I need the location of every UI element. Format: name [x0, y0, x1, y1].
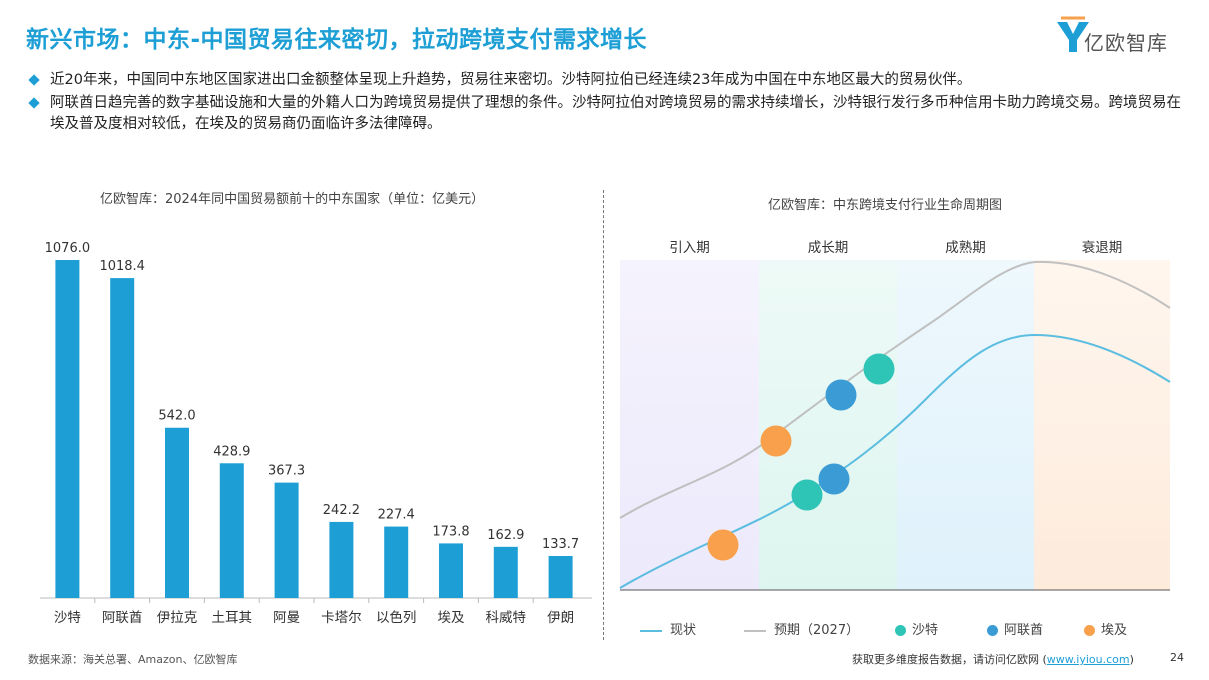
legend-egypt-swatch: [1084, 625, 1095, 636]
legend-uae: 阿联酋: [987, 619, 1043, 638]
chart-divider: [603, 190, 604, 640]
bar: [165, 427, 189, 598]
bullet-item: 近20年来，中国同中东地区国家进出口金额整体呈现上升趋势，贸易往来密切。沙特阿拉…: [28, 70, 1188, 91]
lifecycle-chart-title: 亿欧智库：中东跨境支付行业生命周期图: [768, 198, 1003, 213]
legend-current: 现状: [640, 619, 696, 638]
bar: [274, 482, 299, 598]
bar-value-label: 542.0: [158, 409, 195, 424]
phase-band: [759, 260, 897, 590]
category-label: 伊朗: [547, 610, 574, 626]
website-link[interactable]: www.iyiou.com: [1046, 653, 1130, 666]
footer-cta-prefix: 获取更多维度报告数据，请访问亿欧网 (: [852, 653, 1047, 666]
category-label: 以色列: [376, 609, 417, 626]
legend-egypt-label: 埃及: [1101, 623, 1128, 638]
legend-current-swatch: [640, 629, 662, 632]
current-curve: [619, 333, 1171, 589]
bar-value-label: 1076.0: [45, 241, 90, 256]
uae-marker-current: [818, 463, 850, 495]
bar-value-label: 173.8: [432, 524, 469, 539]
bar: [384, 526, 409, 598]
category-label: 沙特: [54, 610, 81, 626]
footer-cta-suffix: ): [1129, 653, 1134, 666]
bar: [548, 556, 573, 598]
bar: [329, 521, 354, 598]
bar-value-label: 162.9: [487, 528, 524, 543]
footer-cta: 获取更多维度报告数据，请访问亿欧网 (www.iyiou.com): [852, 651, 1134, 667]
bullet-list: 近20年来，中国同中东地区国家进出口金额整体呈现上升趋势，贸易往来密切。沙特阿拉…: [28, 70, 1188, 137]
phase-band: [620, 260, 759, 590]
legend-uae-swatch: [987, 625, 998, 636]
bar: [110, 278, 135, 598]
phase-band: [897, 260, 1034, 590]
legend-forecast-swatch: [744, 629, 766, 632]
legend-saudi-label: 沙特: [912, 623, 939, 638]
category-label: 埃及: [438, 610, 465, 626]
logo-icon: [1057, 16, 1089, 52]
bar-value-label: 367.3: [268, 464, 305, 479]
legend-saudi: 沙特: [895, 619, 938, 638]
bullet-text: 阿联酋日趋完善的数字基础设施和大量的外籍人口为跨境贸易提供了理想的条件。沙特阿拉…: [50, 95, 1181, 132]
forecast-curve: [619, 260, 1171, 519]
bullet-diamond-icon: [28, 74, 40, 86]
bullet-diamond-icon: [28, 97, 40, 109]
category-label: 卡塔尔: [321, 610, 362, 626]
phase-band: [1034, 260, 1170, 590]
saudi-marker-current: [791, 479, 823, 511]
bar-value-label: 428.9: [213, 444, 250, 459]
bullet-item: 阿联酋日趋完善的数字基础设施和大量的外籍人口为跨境贸易提供了理想的条件。沙特阿拉…: [28, 93, 1188, 135]
page-title: 新兴市场：中东-中国贸易往来密切，拉动跨境支付需求增长: [26, 27, 648, 53]
lifecycle-chart: 引入期 成长期 成熟期 衰退期: [619, 239, 1171, 591]
bar-chart: 1076.0 沙特 1018.4 阿联酋 542.0 伊拉克 428.9 土耳其 367.3 阿曼…: [40, 241, 592, 626]
phase-label: 成长期: [808, 240, 849, 256]
bar-chart-title: 亿欧智库：2024年同中国贸易额前十的中东国家（单位：亿美元）: [100, 192, 485, 207]
legend-uae-label: 阿联酋: [1004, 623, 1044, 638]
legend-saudi-swatch: [895, 625, 906, 636]
phase-label: 成熟期: [945, 240, 986, 256]
legend-egypt: 埃及: [1084, 619, 1127, 638]
bar-value-label: 242.2: [323, 503, 360, 518]
category-label: 阿联酋: [102, 609, 143, 626]
bar-value-label: 133.7: [542, 537, 579, 552]
bar: [55, 260, 80, 598]
logo-text: 亿欧智库: [1084, 31, 1168, 55]
page-number: 24: [1170, 651, 1184, 664]
saudi-marker-forecast: [863, 353, 895, 385]
bar-value-label: 227.4: [378, 508, 415, 523]
phase-label: 衰退期: [1082, 239, 1123, 256]
legend-forecast: 预期（2027）: [744, 619, 859, 638]
legend-forecast-label: 预期（2027）: [774, 623, 860, 638]
bar-value-label: 1018.4: [99, 259, 145, 274]
uae-marker-forecast: [825, 379, 857, 411]
bar: [439, 543, 463, 598]
data-source: 数据来源：海关总署、Amazon、亿欧智库: [28, 653, 238, 666]
category-label: 土耳其: [212, 610, 253, 626]
category-label: 伊拉克: [157, 610, 198, 626]
bar: [219, 463, 244, 598]
egypt-marker-current: [707, 529, 739, 561]
category-label: 阿曼: [273, 610, 300, 626]
bar: [493, 546, 518, 598]
legend-current-label: 现状: [670, 623, 697, 638]
bullet-text: 近20年来，中国同中东地区国家进出口金额整体呈现上升趋势，贸易往来密切。沙特阿拉…: [50, 72, 972, 88]
phase-label: 引入期: [669, 240, 710, 256]
category-label: 科威特: [486, 610, 527, 626]
egypt-marker-forecast: [760, 425, 792, 457]
